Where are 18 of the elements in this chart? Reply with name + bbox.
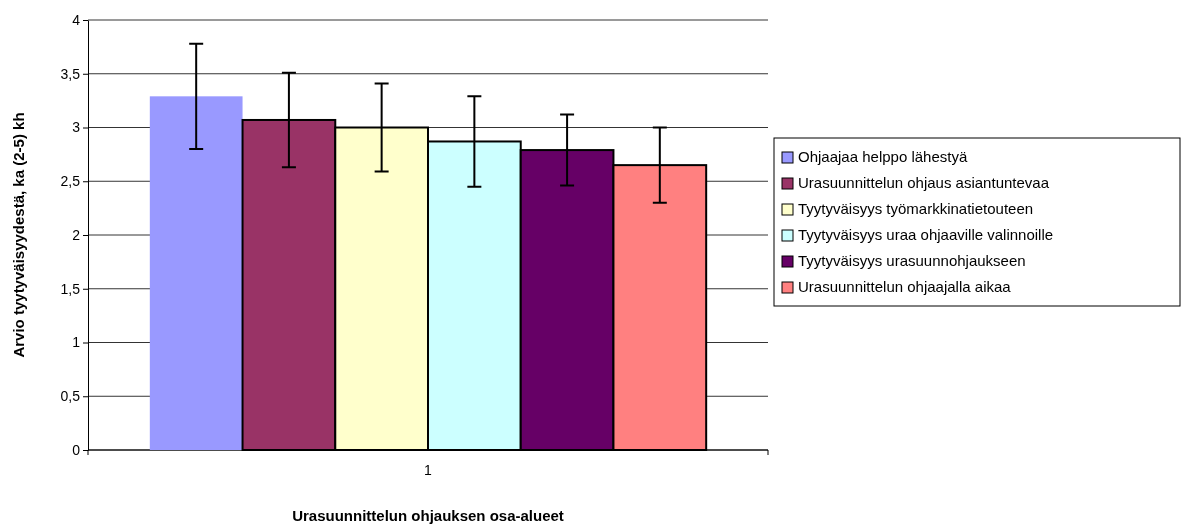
y-tick-label: 0,5 [60, 388, 81, 405]
y-tick-label: 3 [72, 119, 81, 136]
y-tick-label: 3,5 [60, 65, 81, 82]
y-tick-label: 1 [72, 334, 81, 351]
x-axis-title: Urasuunnittelun ohjauksen osa-alueet [292, 507, 564, 524]
bar [149, 96, 243, 450]
legend-label: Tyytyväisyys uraa ohjaaville valinnoille [798, 226, 1054, 243]
legend-label: Tyytyväisyys työmarkkinatietouteen [798, 200, 1034, 217]
y-tick-label: 0 [72, 441, 81, 458]
legend-label: Ohjaajaa helppo lähestyä [798, 148, 968, 165]
legend-label: Tyytyväisyys urasuunnohjaukseen [798, 252, 1026, 269]
y-tick-label: 2,5 [60, 173, 81, 190]
y-tick-label: 2 [72, 226, 81, 243]
y-axis-title: Arvio tyytyväisyydestä, ka (2-5) kh [10, 112, 27, 358]
legend-label: Urasuunnittelun ohjaus asiantuntevaa [798, 174, 1050, 191]
legend-label: Urasuunnittelun ohjaajalla aikaa [798, 278, 1012, 295]
y-tick-label: 1,5 [60, 280, 81, 297]
y-tick-label: 4 [72, 11, 81, 28]
